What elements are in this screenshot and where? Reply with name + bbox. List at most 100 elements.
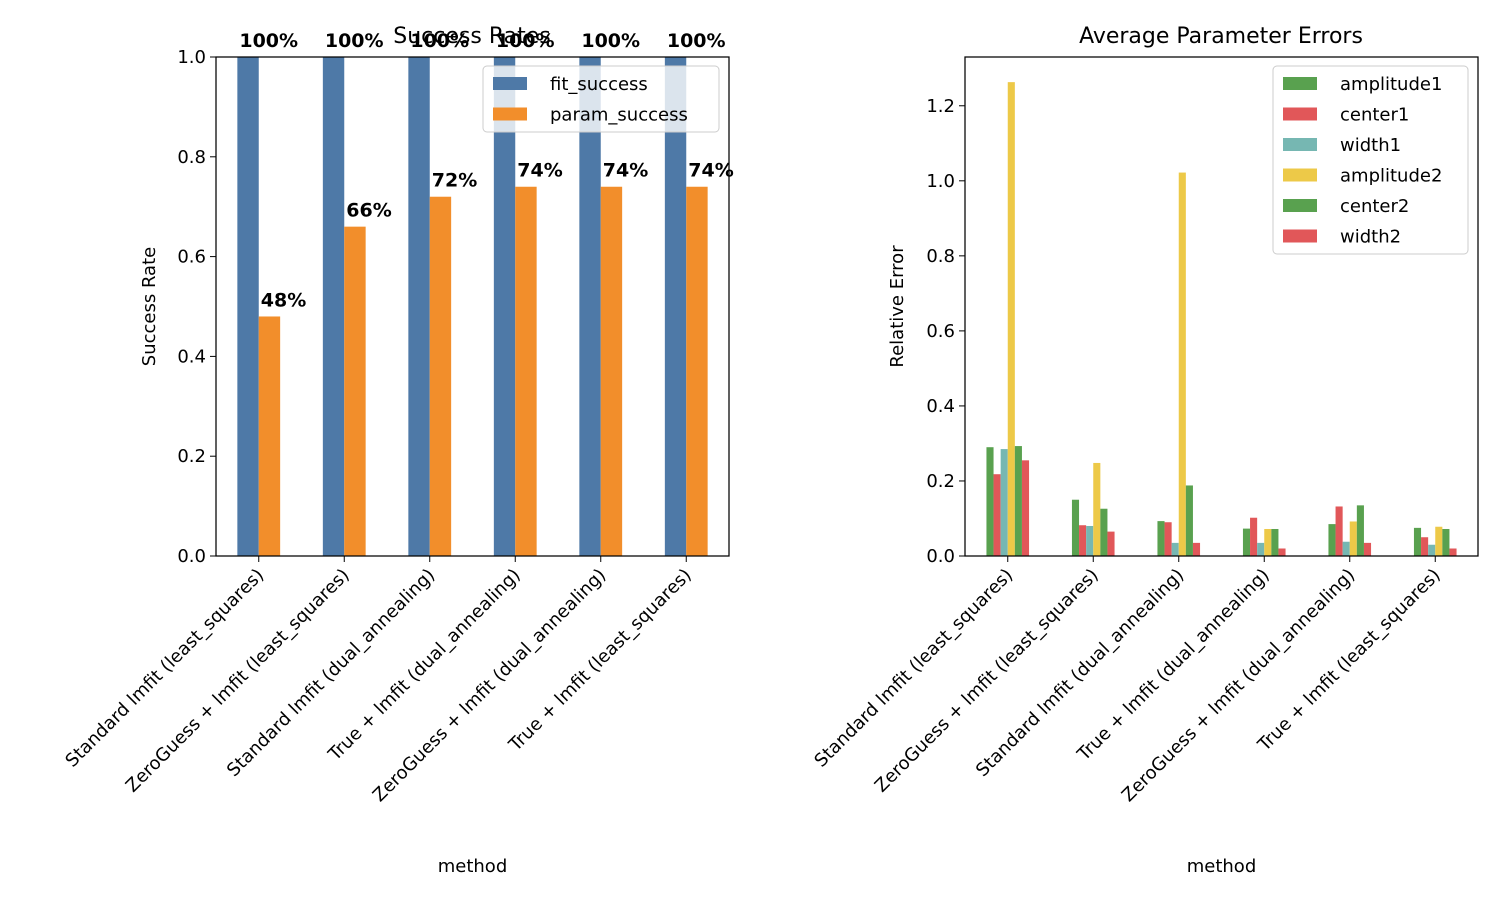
bar-center1-0 (993, 474, 1001, 556)
chart-title: Success Rates (393, 24, 550, 49)
bar-width1-3 (1257, 542, 1265, 556)
x-tick-label-5: True + lmfit (least_squares) (1253, 565, 1444, 756)
bar-amplitude1-4 (1328, 524, 1336, 556)
y-tick-label-0: 0.0 (926, 546, 955, 567)
data-label-param_success-0: 48% (261, 289, 306, 311)
plot-frame (215, 56, 730, 557)
bar-amplitude2-0 (1007, 82, 1015, 556)
bar-center1-1 (1079, 525, 1087, 556)
bar-amplitude1-3 (1242, 528, 1251, 556)
legend-label-center1: center1 (1340, 105, 1409, 126)
bar-center2-3 (1271, 528, 1279, 556)
data-label-param_success-5: 74% (688, 160, 733, 182)
legend-swatch-center1 (1283, 107, 1317, 121)
bar-param_success-0 (258, 316, 281, 556)
bar-width2-0 (1021, 460, 1030, 556)
bar-center2-2 (1185, 485, 1193, 556)
data-label-fit_success-2: 100% (410, 30, 469, 52)
y-tick-label-2: 0.4 (177, 346, 206, 367)
bar-amplitude2-3 (1264, 528, 1272, 556)
y-tick-label-1: 0.2 (177, 446, 206, 467)
bar-fit_success-0 (237, 57, 259, 556)
y-tick-label-3: 0.6 (926, 321, 955, 342)
legend-box (482, 65, 720, 133)
bar-center2-0 (1014, 446, 1022, 556)
bar-center2-1 (1100, 508, 1108, 556)
legend-label-width2: width2 (1340, 227, 1401, 248)
bar-param_success-2 (429, 196, 452, 556)
legend-swatch-width2 (1283, 229, 1317, 243)
y-axis-label: Success Rate (139, 247, 160, 366)
y-tick-label-4: 0.8 (926, 246, 955, 267)
chart-title: Average Parameter Errors (1079, 24, 1363, 49)
data-label-fit_success-3: 100% (496, 30, 555, 52)
bar-center1-5 (1421, 537, 1429, 556)
bar-fit_success-1 (322, 57, 345, 556)
legend-swatch-fit_success (493, 77, 527, 90)
data-label-param_success-3: 74% (517, 160, 562, 182)
bar-width1-1 (1086, 525, 1094, 556)
y-tick-label-4: 0.8 (177, 147, 206, 168)
legend: fit_success param_success (482, 65, 720, 133)
bar-fit_success-4 (579, 57, 601, 556)
bar-amplitude2-4 (1349, 521, 1357, 556)
bar-width1-4 (1342, 541, 1350, 556)
data-label-param_success-1: 66% (346, 200, 391, 222)
bar-center1-4 (1335, 506, 1343, 556)
data-label-param_success-4: 74% (603, 160, 648, 182)
bar-fit_success-3 (493, 57, 516, 556)
legend-label-param_success: param_success (550, 105, 688, 126)
data-label-fit_success-5: 100% (667, 30, 726, 52)
bar-amplitude2-1 (1093, 462, 1101, 556)
bar-amplitude2-2 (1178, 172, 1186, 556)
bar-amplitude2-5 (1435, 526, 1443, 556)
bar-param_success-5 (686, 186, 708, 557)
bar-param_success-1 (344, 226, 366, 556)
bar-amplitude1-1 (1071, 499, 1080, 556)
y-tick-label-0: 0.0 (177, 546, 206, 567)
bar-param_success-4 (600, 186, 623, 557)
y-tick-label-1: 0.2 (926, 471, 955, 492)
bar-amplitude1-2 (1157, 521, 1165, 556)
legend-label-center2: center2 (1340, 196, 1409, 217)
data-label-fit_success-1: 100% (325, 30, 384, 52)
y-tick-label-6: 1.2 (926, 96, 955, 117)
legend-swatch-amplitude2 (1283, 168, 1317, 182)
legend-label-width1: width1 (1340, 135, 1401, 156)
bar-center1-3 (1250, 517, 1258, 556)
x-axis-label: method (438, 856, 508, 877)
data-label-fit_success-0: 100% (239, 30, 298, 52)
legend-swatch-param_success (493, 107, 527, 121)
legend-box (1272, 65, 1469, 255)
bar-width2-1 (1107, 531, 1115, 556)
bar-amplitude1-5 (1413, 527, 1422, 556)
bar-width2-3 (1278, 548, 1286, 556)
bar-center1-2 (1164, 522, 1172, 556)
legend: amplitude1 center1 width1 amplitude2 center2… (1272, 65, 1469, 255)
bar-fit_success-2 (408, 57, 430, 556)
x-axis-label: method (1187, 856, 1257, 877)
y-tick-label-5: 1.0 (177, 47, 206, 68)
y-tick-label-5: 1.0 (926, 171, 955, 192)
bar-width1-0 (1000, 449, 1008, 556)
y-axis-label: Relative Error (887, 245, 908, 368)
legend-swatch-width1 (1283, 138, 1317, 151)
legend-label-amplitude2: amplitude2 (1340, 166, 1442, 187)
y-tick-label-3: 0.6 (177, 247, 206, 268)
data-label-fit_success-4: 100% (581, 30, 640, 52)
bar-amplitude1-0 (986, 447, 994, 556)
success-rates-chart: 100% 100% 100% 100% 100% 100% 48% 66% 72% 74% 74% 7… (61, 24, 733, 877)
bar-center2-5 (1442, 528, 1450, 556)
x-tick-label-5: True + lmfit (least_squares) (504, 565, 695, 756)
data-label-param_success-2: 72% (432, 170, 477, 192)
bar-fit_success-5 (664, 57, 687, 556)
bar-center2-4 (1356, 505, 1364, 556)
bar-width2-4 (1363, 542, 1372, 556)
bar-param_success-3 (515, 186, 537, 557)
bar-width1-5 (1428, 544, 1436, 556)
legend-swatch-center2 (1283, 199, 1317, 212)
legend-label-amplitude1: amplitude1 (1340, 74, 1442, 95)
bar-width2-5 (1449, 548, 1457, 556)
